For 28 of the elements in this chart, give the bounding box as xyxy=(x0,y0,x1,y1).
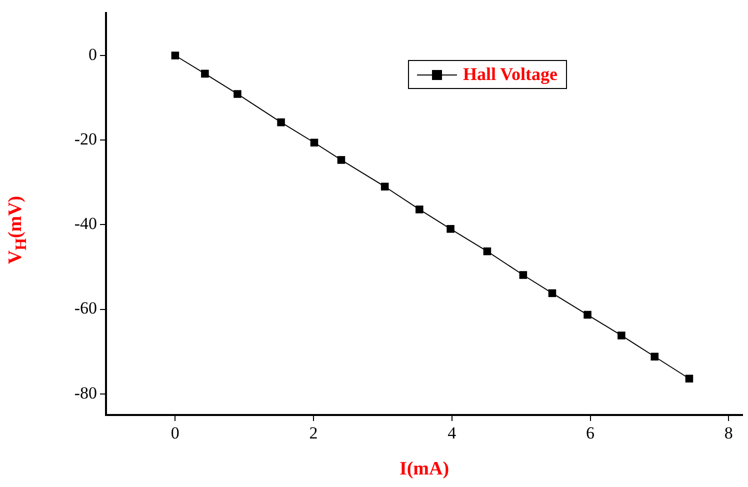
y-tick-label: -80 xyxy=(74,383,97,402)
y-tick-label: -60 xyxy=(74,298,97,318)
point xyxy=(519,271,528,279)
point xyxy=(483,247,492,256)
x-tick-label: 8 xyxy=(724,424,733,443)
x-tick-label: 6 xyxy=(586,424,595,443)
point xyxy=(337,156,346,164)
point xyxy=(380,182,389,190)
point xyxy=(548,289,556,298)
x-tick-label: 0 xyxy=(170,424,180,443)
x-tick-label: 4 xyxy=(448,424,457,443)
x-axis-title: I(mA) xyxy=(399,458,450,480)
point xyxy=(446,225,454,233)
y-tick-label: -20 xyxy=(74,130,97,149)
point xyxy=(584,310,592,319)
point xyxy=(416,206,424,214)
point xyxy=(277,118,285,126)
point xyxy=(171,52,180,60)
point xyxy=(650,352,659,361)
y-tick-label: 0 xyxy=(88,44,97,64)
y-tick-label: -40 xyxy=(74,214,97,234)
point xyxy=(310,138,318,147)
point xyxy=(234,90,242,98)
x-tick-label: 2 xyxy=(309,424,318,443)
point xyxy=(685,374,694,383)
point xyxy=(618,332,626,340)
legend-label: Hall Voltage xyxy=(463,64,558,85)
point xyxy=(201,70,209,78)
